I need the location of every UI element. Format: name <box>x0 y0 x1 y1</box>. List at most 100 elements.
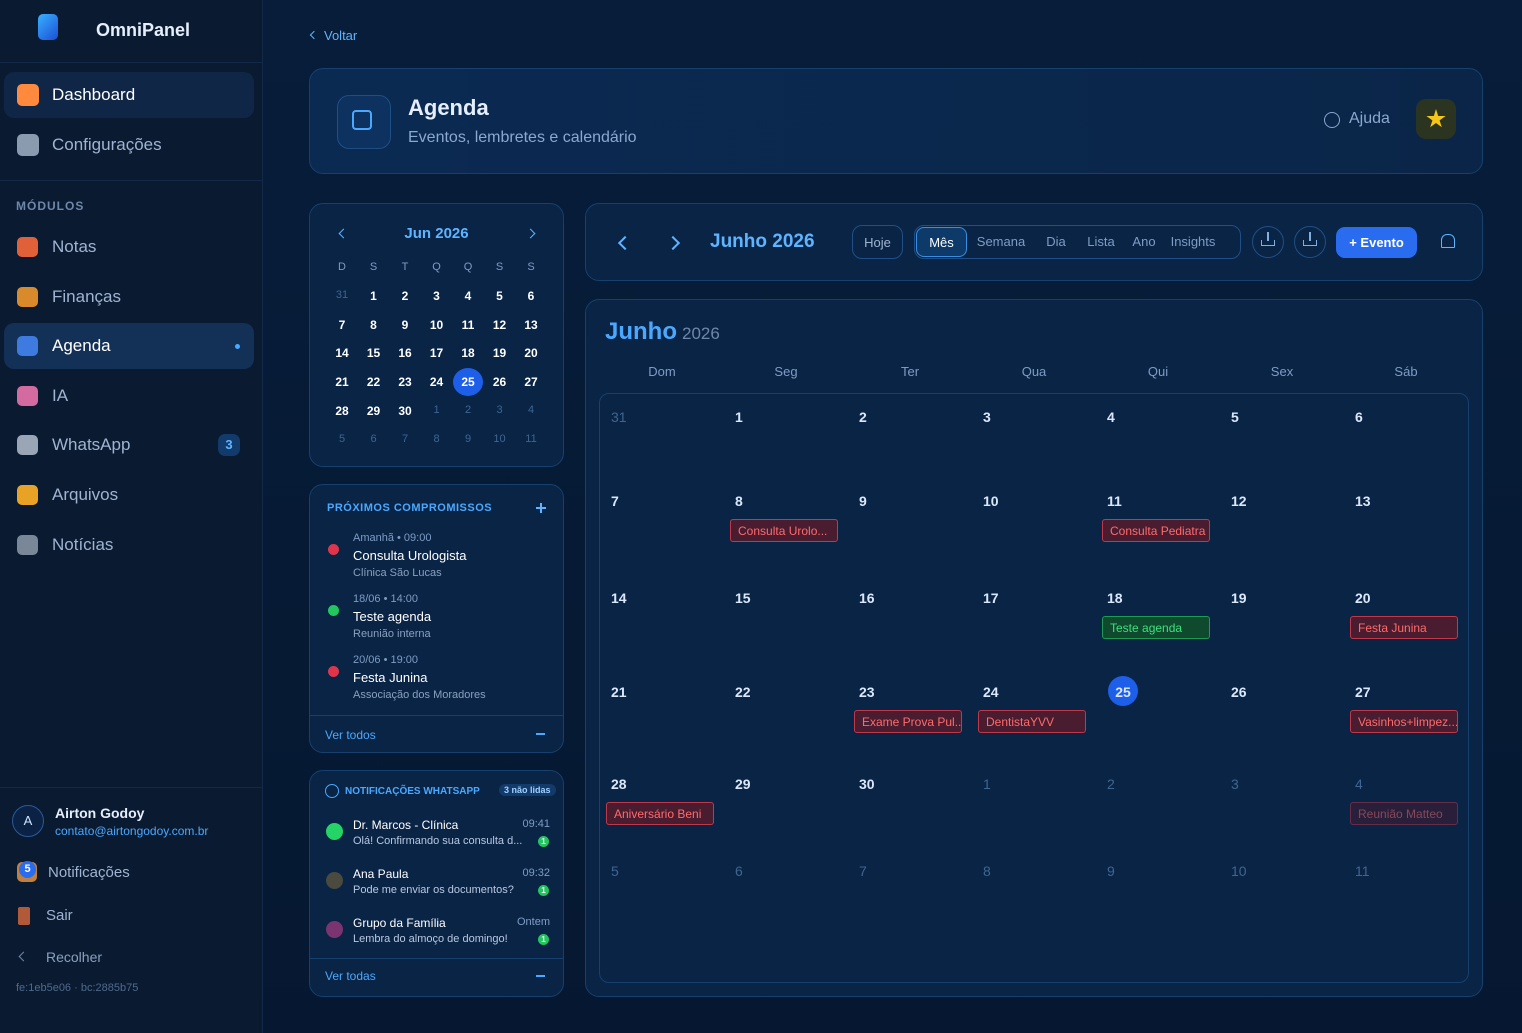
mini-day[interactable]: 15 <box>366 346 381 361</box>
mini-day[interactable]: 29 <box>366 403 381 418</box>
import-button[interactable] <box>1252 226 1284 258</box>
day-cell[interactable] <box>1344 393 1468 477</box>
day-cell[interactable] <box>972 393 1096 477</box>
view-option[interactable]: Mês <box>916 227 967 257</box>
day-cell[interactable] <box>972 574 1096 668</box>
day-cell[interactable] <box>1220 477 1344 574</box>
view-option[interactable]: Dia <box>1046 234 1066 249</box>
next-button[interactable] <box>665 235 681 251</box>
day-cell[interactable] <box>600 574 724 668</box>
day-cell[interactable] <box>724 393 848 477</box>
mini-day[interactable]: 6 <box>370 432 377 445</box>
event-chip[interactable]: Consulta Urolo... <box>730 519 838 542</box>
mini-day[interactable]: 25 <box>461 375 475 390</box>
event-chip[interactable]: Exame Prova Pul... <box>854 710 962 733</box>
day-cell[interactable] <box>1220 393 1344 477</box>
day-cell[interactable] <box>848 574 972 668</box>
collapse-label[interactable]: Recolher <box>46 949 103 965</box>
mini-day[interactable]: 1 <box>370 289 377 303</box>
mini-day[interactable]: 10 <box>493 432 506 445</box>
mini-day[interactable]: 6 <box>527 289 535 303</box>
mini-day[interactable]: 28 <box>335 403 349 418</box>
day-cell[interactable] <box>1220 574 1344 668</box>
module-item[interactable] <box>4 373 254 419</box>
back-link[interactable]: Voltar <box>324 28 358 43</box>
help-button[interactable]: Ajuda <box>1349 110 1390 127</box>
mini-day[interactable]: 18 <box>461 346 475 361</box>
day-cell[interactable] <box>848 393 972 477</box>
notif-label[interactable]: Notificações <box>48 864 130 881</box>
mini-day[interactable]: 16 <box>398 346 412 361</box>
mini-day[interactable]: 3 <box>496 403 503 416</box>
mini-day[interactable]: 10 <box>429 317 444 332</box>
day-cell[interactable] <box>600 477 724 574</box>
mini-day[interactable]: 13 <box>524 317 538 332</box>
module-item[interactable] <box>4 472 254 518</box>
day-cell[interactable] <box>1220 668 1344 760</box>
day-cell[interactable] <box>1096 393 1220 477</box>
day-cell[interactable] <box>1096 760 1220 847</box>
upcoming-more[interactable]: Ver todos <box>325 728 376 742</box>
mini-day[interactable]: 24 <box>429 375 444 390</box>
view-option[interactable]: Ano <box>1132 234 1156 249</box>
module-item[interactable] <box>4 274 254 320</box>
whatsapp-more[interactable]: Ver todas <box>325 969 376 983</box>
mini-day[interactable]: 7 <box>401 432 409 445</box>
mini-day[interactable]: 30 <box>398 403 412 418</box>
mini-day[interactable]: 22 <box>366 375 381 390</box>
contact-name[interactable]: Dr. Marcos - Clínica <box>353 818 459 832</box>
day-cell[interactable] <box>724 760 848 847</box>
day-cell[interactable] <box>848 760 972 847</box>
event-title[interactable]: Consulta Urologista <box>353 548 467 563</box>
event-chip[interactable]: Consulta Pediatra <box>1102 519 1210 542</box>
mini-day[interactable]: 8 <box>433 432 440 445</box>
mini-day[interactable]: 12 <box>492 317 507 332</box>
mini-day[interactable]: 5 <box>496 289 503 303</box>
mini-day[interactable]: 5 <box>338 432 346 445</box>
nav-item[interactable] <box>4 72 254 118</box>
mini-day[interactable]: 21 <box>335 375 349 390</box>
module-item[interactable] <box>4 323 254 369</box>
event-title[interactable]: Teste agenda <box>353 609 432 624</box>
mini-day[interactable]: 19 <box>492 346 507 361</box>
export-button[interactable] <box>1294 226 1326 258</box>
mini-day[interactable]: 4 <box>527 403 535 416</box>
logout-label[interactable]: Sair <box>46 907 73 924</box>
mini-day[interactable]: 9 <box>401 317 409 332</box>
event-chip[interactable]: Reunião Matteo <box>1350 802 1458 825</box>
prev-button[interactable] <box>617 235 633 251</box>
day-cell[interactable] <box>972 760 1096 847</box>
day-cell[interactable] <box>1220 760 1344 847</box>
today-button[interactable]: Hoje <box>852 225 903 259</box>
mini-day[interactable]: 7 <box>338 317 346 332</box>
mini-day[interactable]: 8 <box>370 317 377 332</box>
mini-day[interactable]: 4 <box>464 289 472 303</box>
mini-day[interactable]: 1 <box>433 403 440 416</box>
module-item[interactable] <box>4 224 254 270</box>
day-cell[interactable] <box>724 668 848 760</box>
new-event-button[interactable]: + Evento <box>1336 227 1417 258</box>
mini-day[interactable]: 11 <box>525 432 537 445</box>
mini-day[interactable]: 14 <box>335 346 349 361</box>
event-chip[interactable]: DentistaYVV <box>978 710 1086 733</box>
mini-day[interactable]: 17 <box>429 346 444 361</box>
mini-day[interactable]: 2 <box>401 289 409 303</box>
mini-day[interactable]: 2 <box>464 403 472 416</box>
day-cell[interactable] <box>600 393 724 477</box>
contact-name[interactable]: Ana Paula <box>353 867 409 881</box>
day-cell[interactable] <box>600 668 724 760</box>
mini-day[interactable]: 27 <box>524 375 538 390</box>
day-cell[interactable] <box>848 477 972 574</box>
bell-button[interactable] <box>1441 234 1455 248</box>
event-chip[interactable]: Vasinhos+limpez... <box>1350 710 1458 733</box>
mini-day[interactable]: 31 <box>335 289 349 301</box>
mini-day[interactable]: 20 <box>524 346 538 361</box>
mini-day[interactable]: 3 <box>433 289 440 303</box>
event-chip[interactable]: Festa Junina <box>1350 616 1458 639</box>
mini-day[interactable]: 23 <box>398 375 412 390</box>
mini-day[interactable]: 26 <box>492 375 507 390</box>
event-chip[interactable]: Aniversário Beni <box>606 802 714 825</box>
mini-day[interactable]: 11 <box>461 317 475 332</box>
contact-name[interactable]: Grupo da Família <box>353 916 446 930</box>
view-option[interactable]: Lista <box>1087 234 1115 249</box>
